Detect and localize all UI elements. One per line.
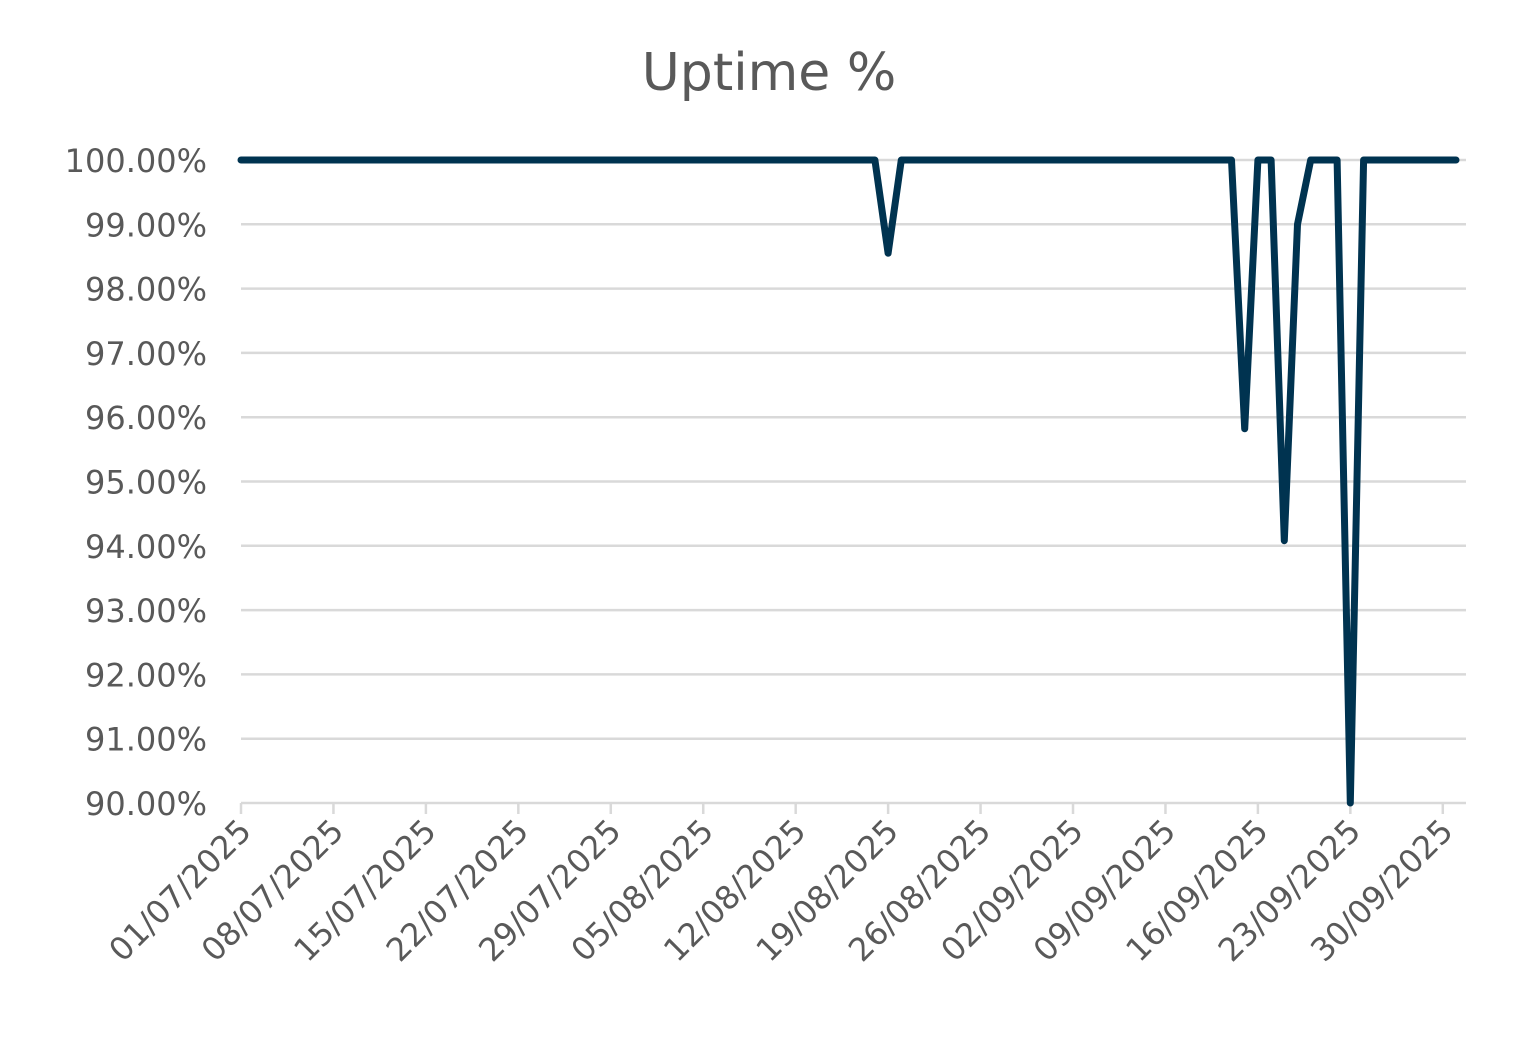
y-tick-label: 92.00%	[85, 656, 207, 694]
y-tick-label: 95.00%	[85, 464, 207, 502]
series-layer	[237, 156, 1460, 807]
y-tick-label: 98.00%	[85, 271, 207, 309]
series-line	[237, 156, 1460, 807]
x-axis-tick-labels: 01/07/202508/07/202515/07/202522/07/2025…	[101, 812, 1460, 969]
y-axis-tick-labels: 100.00% 99.00% 98.00% 97.00% 96.00% 95.00% 94.…	[65, 142, 207, 823]
chart-title: Uptime %	[642, 43, 897, 103]
y-tick-label: 94.00%	[85, 528, 207, 566]
y-tick-label: 99.00%	[85, 206, 207, 244]
y-tick-label: 91.00%	[85, 721, 207, 759]
gridlines	[241, 158, 1466, 740]
y-tick-label: 100.00%	[65, 142, 207, 180]
y-tick-label: 97.00%	[85, 335, 207, 373]
x-axis	[239, 801, 1466, 814]
y-tick-label: 96.00%	[85, 399, 207, 437]
y-tick-label: 90.00%	[85, 785, 207, 823]
y-tick-label: 93.00%	[85, 592, 207, 630]
